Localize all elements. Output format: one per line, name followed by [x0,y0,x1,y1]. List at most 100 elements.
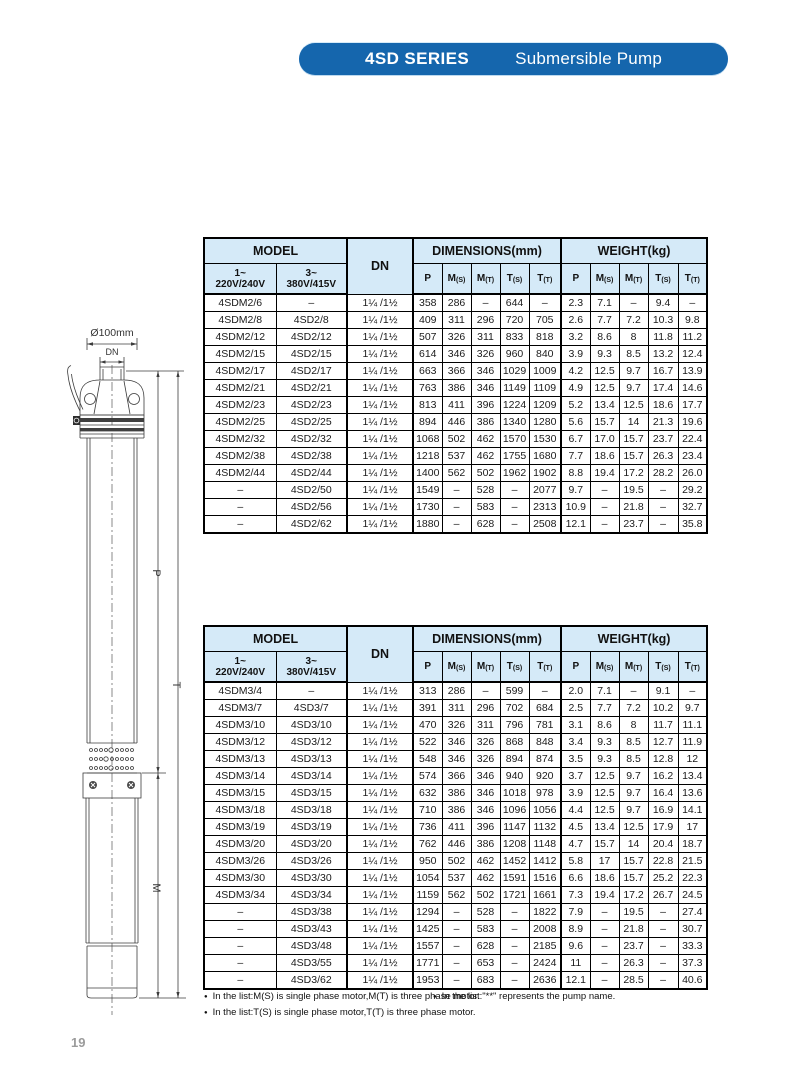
table-cell: 9.4 [647,293,679,312]
table-cell: – [499,903,530,921]
table-cell: 346 [470,767,501,785]
table-cell: 40.6 [677,971,708,990]
table-cell: 1294 [412,903,443,921]
table-cell: 796 [499,716,530,734]
table-cell: 23.4 [677,447,708,465]
table-row: 4SDM3/12 4SD3/12 1¼ /1½ 522 346 326 868 848 3.4 9… [203,733,708,751]
table-cell: 528 [470,903,501,921]
table-cell: 522 [412,733,443,751]
col-header-ts-w: T(S) [647,651,679,683]
table-cell: 11.1 [677,716,708,734]
table-cell: – [647,954,679,972]
table-cell: 1¼ /1½ [346,362,414,380]
table-cell: 9.7 [618,379,649,397]
table-cell: 346 [470,801,501,819]
table-cell: 4SD2/62 [275,515,348,534]
table-cell: 4SD3/15 [275,784,348,802]
table-cell: 2636 [528,971,562,990]
table-cell: 1¼ /1½ [346,733,414,751]
table-cell: 12.8 [647,750,679,768]
table-cell: 4SD2/15 [275,345,348,363]
table-cell: 1¼ /1½ [346,345,414,363]
table-cell: 1425 [412,920,443,938]
table-cell: 574 [412,767,443,785]
table-cell: 326 [441,716,472,734]
table-cell: 296 [470,699,501,717]
table-cell: 19.6 [677,413,708,431]
table-cell: 537 [441,447,472,465]
table-cell: – [441,937,472,955]
table-cell: 1148 [528,835,562,853]
table-cell: 12.5 [618,818,649,836]
table-cell: 2185 [528,937,562,955]
table-cell: 1¼ /1½ [346,852,414,870]
table-cell: – [499,515,530,534]
table-cell: 16.7 [647,362,679,380]
model-header: MODEL [203,625,348,652]
table-cell: 12.7 [647,733,679,751]
table-cell: 4SDM2/38 [203,447,277,465]
table-cell: 1822 [528,903,562,921]
table-cell: 528 [470,481,501,499]
table-cell: – [589,515,620,534]
table-cell: 644 [499,293,530,312]
table-cell: 11.8 [647,328,679,346]
table-cell: 1400 [412,464,443,482]
table-cell: 11.2 [677,328,708,346]
dim-label-diameter: Ø100mm [90,327,133,339]
table-cell: 3.9 [560,345,591,363]
table-cell: 13.4 [589,396,620,414]
table-cell: – [470,293,501,312]
table-cell: 4SD3/43 [275,920,348,938]
table-cell: 1132 [528,818,562,836]
table-cell: 4SD3/18 [275,801,348,819]
table-cell: 1218 [412,447,443,465]
table-cell: 940 [499,767,530,785]
table-cell: 346 [470,784,501,802]
table-cell: 978 [528,784,562,802]
table-cell: 386 [441,801,472,819]
table-cell: 4SDM3/26 [203,852,277,870]
bullet-icon: ● [204,994,208,1000]
table-cell: 3.7 [560,767,591,785]
table-cell: 2008 [528,920,562,938]
col-header-mt-w: M(T) [618,651,649,683]
table-cell: 462 [470,869,501,887]
table-cell: 386 [470,835,501,853]
table-cell: – [589,903,620,921]
table-row: 4SDM3/4–1¼ /1½ 313 286–599–2.0 7.1–9.1– [203,681,708,700]
table-cell: – [499,971,530,990]
table-cell: 4SD2/23 [275,396,348,414]
table-cell: 1412 [528,852,562,870]
table-cell: 15.7 [618,430,649,448]
table-cell: 7.7 [589,699,620,717]
table-cell: – [441,903,472,921]
table-cell: 720 [499,311,530,329]
table-cell: 1009 [528,362,562,380]
table-cell: 5.8 [560,852,591,870]
table-cell: 736 [412,818,443,836]
bullet-icon: ● [204,1010,208,1016]
table-cell: 813 [412,396,443,414]
table-cell: 632 [412,784,443,802]
table-cell: 1516 [528,869,562,887]
table-cell: 13.4 [677,767,708,785]
table-cell: 1¼ /1½ [346,750,414,768]
table-cell: – [647,937,679,955]
table-cell: 13.9 [677,362,708,380]
table-row: 4SDM3/18 4SD3/18 1¼ /1½ 710 386 346 1096 1056 4.… [203,801,708,819]
table-cell: 311 [470,716,501,734]
table-cell: 19.5 [618,903,649,921]
col-header-mt: M(T) [470,263,501,295]
table-cell: – [677,293,708,312]
table-cell: 4.9 [560,379,591,397]
table-cell: – [499,920,530,938]
table-cell: 7.7 [560,447,591,465]
table-cell: 311 [470,328,501,346]
table-cell: 23.7 [647,430,679,448]
dn-header: DN [346,625,414,683]
table-cell: – [441,498,472,516]
table-cell: 3.2 [560,328,591,346]
table-cell: 10.2 [647,699,679,717]
table-cell: 1109 [528,379,562,397]
